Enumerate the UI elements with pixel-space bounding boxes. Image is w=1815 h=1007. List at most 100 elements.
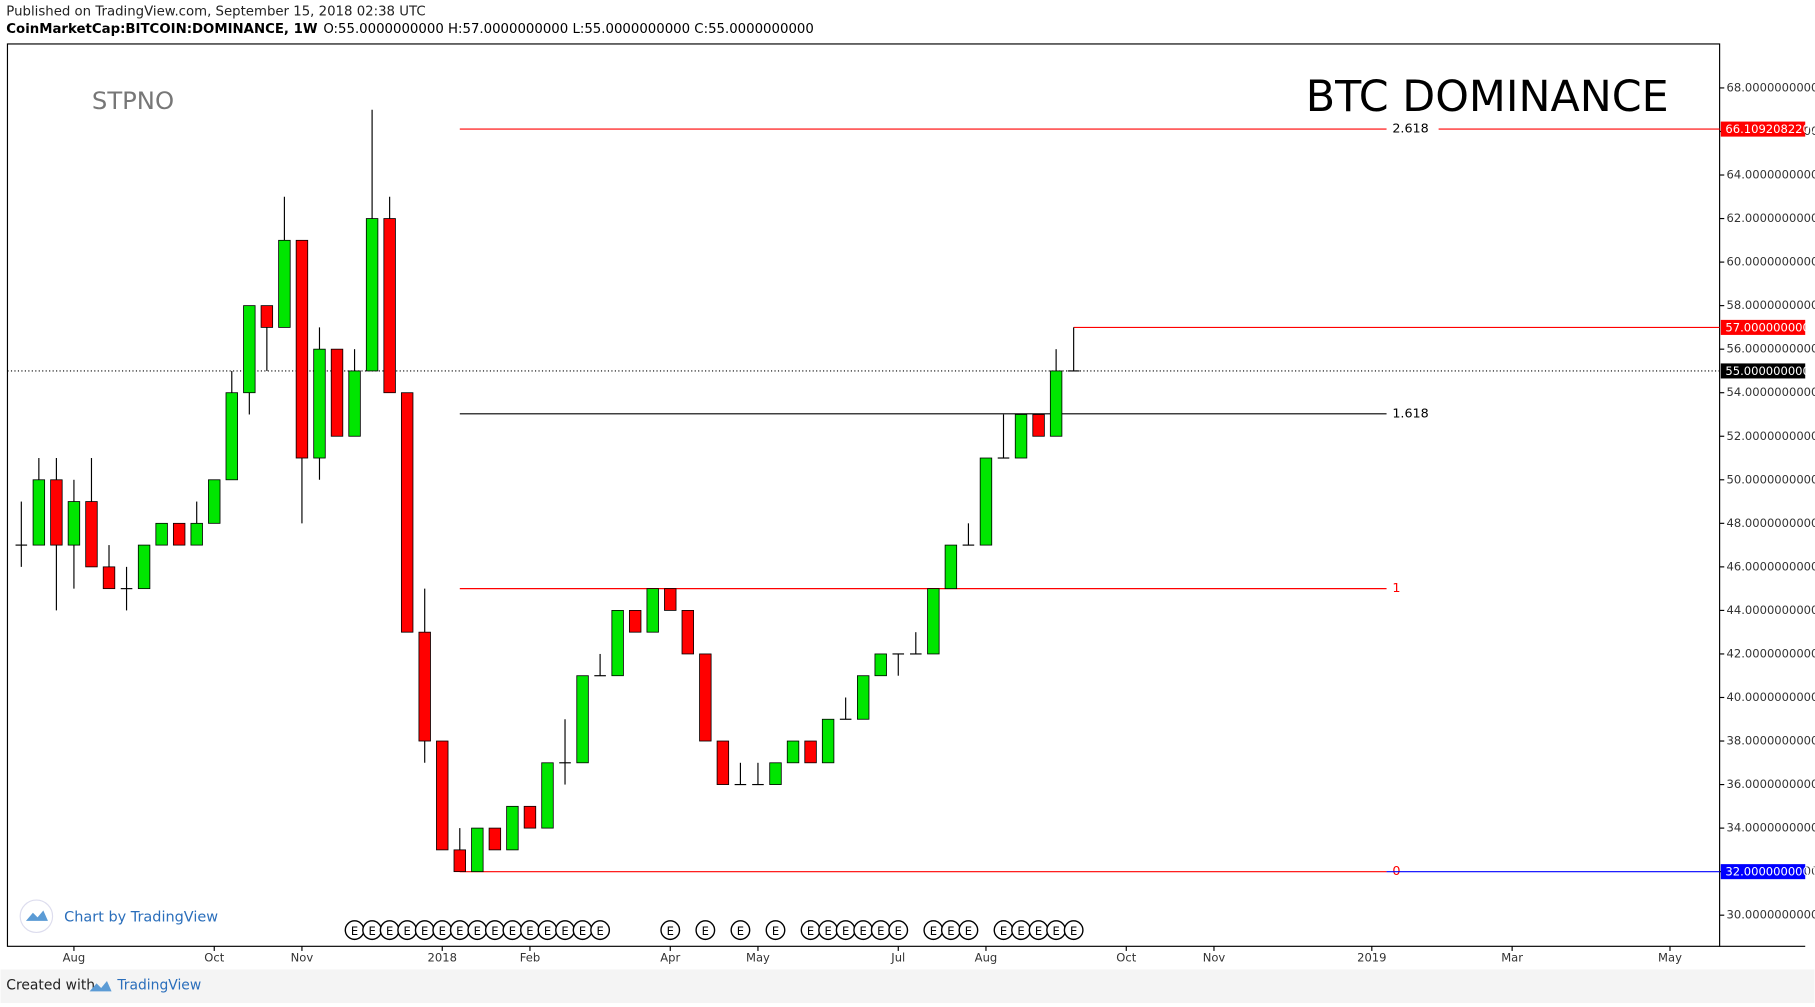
footer-brand: TradingView [116, 978, 201, 994]
candle-body [646, 588, 659, 633]
x-tick-label: May [1658, 950, 1682, 964]
y-tick-label: 40.0000000000 [1727, 690, 1815, 704]
y-tick-label: 34.0000000000 [1727, 821, 1815, 835]
pane-border [6, 43, 1721, 947]
x-tick-label: Jul [890, 950, 905, 964]
x-tick-label: May [746, 950, 770, 964]
y-tick-label: 56.0000000000 [1727, 342, 1815, 356]
y-tick-label: 42.0000000000 [1727, 646, 1815, 660]
event-marker [1063, 920, 1084, 941]
y-tick-label: 58.0000000000 [1727, 298, 1815, 312]
candle-body [313, 348, 326, 459]
candle-body [190, 522, 203, 546]
candle-body [418, 631, 431, 742]
y-tick-label: 54.0000000000 [1727, 385, 1815, 399]
footer-bg [0, 969, 1815, 1003]
candle-body [874, 653, 887, 677]
legend-line: CoinMarketCap:BITCOIN:DOMINANCE, 1W O:55.… [6, 22, 814, 37]
candle-body [594, 675, 606, 677]
candle-body [804, 740, 817, 764]
y-tick-label: 60.0000000000 [1727, 255, 1815, 269]
candle-body [155, 522, 168, 546]
branding: Chart by TradingView [19, 899, 218, 934]
fib-label: 1.618 [1392, 405, 1428, 420]
candle-body [576, 675, 589, 764]
candle-body [979, 457, 993, 546]
candle-body [488, 827, 502, 851]
candle-body [856, 675, 870, 720]
event-label: E [947, 924, 954, 938]
watermark: STPNO [92, 86, 174, 115]
event-label: E [561, 924, 568, 938]
event-label: E [474, 924, 481, 938]
event-label: E [421, 924, 428, 938]
fib-label: 0 [1392, 863, 1400, 878]
event-label: E [667, 924, 674, 938]
event-label: E [1035, 924, 1042, 938]
event-label: E [368, 924, 375, 938]
price-label-bg [1720, 864, 1806, 880]
price-label: 32.0000000000 [1725, 865, 1815, 879]
footer-logo [89, 981, 112, 992]
x-tick-label: Aug [63, 950, 86, 964]
candle-body [1014, 414, 1028, 459]
candle-body [997, 457, 1010, 459]
event-label: E [702, 924, 709, 938]
logo [25, 910, 48, 921]
event-label: E [439, 924, 446, 938]
y-tick-label: 36.0000000000 [1727, 777, 1815, 791]
x-tick-label: Feb [520, 950, 540, 964]
candle-body [260, 305, 274, 328]
event-label: E [456, 924, 463, 938]
candle-body [32, 479, 46, 546]
x-tick-label: 2019 [1357, 950, 1386, 964]
candle-body [892, 653, 905, 655]
event-label: E [930, 924, 937, 938]
event-label: E [895, 924, 902, 938]
candle-body [506, 805, 519, 851]
price-label-bg [1720, 319, 1806, 335]
x-tick-label: Apr [660, 950, 680, 964]
candle-body [523, 805, 537, 829]
y-tick-label: 46.0000000000 [1727, 559, 1815, 573]
price-label: 57.0000000000 [1725, 320, 1815, 334]
x-tick-label: Nov [291, 950, 314, 964]
event-label: E [579, 924, 586, 938]
candle-body [681, 610, 694, 655]
candle-body [243, 305, 256, 394]
event-label: E [1000, 924, 1007, 938]
candle-body [927, 588, 940, 655]
candle-body [752, 783, 764, 786]
y-tick-label: 64.0000000000 [1727, 168, 1815, 182]
candle-body [821, 718, 835, 764]
candle-body [365, 218, 379, 372]
price-label: 66.1092082200 [1725, 122, 1815, 136]
event-label: E [509, 924, 516, 938]
footer-prefix: Created with [6, 978, 95, 994]
x-tick-label: Oct [204, 950, 224, 964]
chart-title: BTC DOMINANCE [1306, 72, 1669, 122]
y-tick-label: 68.0000000000 [1727, 80, 1815, 94]
fib-label: 1 [1392, 580, 1400, 595]
candle-body [400, 392, 414, 633]
y-tick-label: 48.0000000000 [1727, 516, 1815, 530]
candle-body [436, 740, 449, 851]
published: Published on TradingView.com, September … [6, 5, 425, 20]
candle-body [786, 740, 800, 764]
candle-body [664, 588, 677, 611]
candle-body [453, 849, 466, 873]
price-label-bg [1720, 121, 1806, 137]
candle-body [348, 370, 361, 437]
event-label: E [965, 924, 972, 938]
event-label: E [596, 924, 603, 938]
candle-body [541, 762, 554, 829]
branding-text: Chart by TradingView [64, 909, 218, 925]
candle-body [15, 544, 28, 546]
candle-body [383, 218, 396, 394]
event-label: E [1052, 924, 1059, 938]
event-marker [765, 920, 786, 941]
event-marker [730, 920, 751, 941]
event-label: E [860, 924, 867, 938]
fib-label: 2.618 [1392, 121, 1428, 136]
